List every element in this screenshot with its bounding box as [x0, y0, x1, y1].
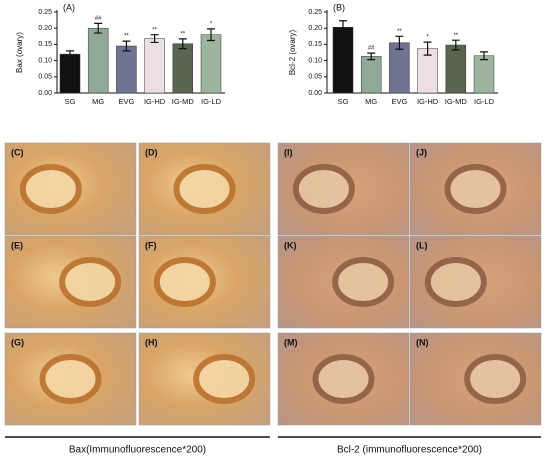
- bar: [473, 55, 495, 94]
- error-bar: [122, 40, 131, 52]
- panel-label: (N): [416, 337, 429, 347]
- x-tick-label: IG-HD: [417, 97, 439, 106]
- error-bar: [94, 22, 103, 34]
- panel-label: (D): [145, 147, 158, 157]
- follicle: [39, 354, 102, 404]
- follicle: [19, 164, 82, 214]
- error-bar: [480, 51, 488, 61]
- significance-mark: ##: [95, 16, 102, 22]
- y-tick-label: 0.10: [308, 57, 322, 64]
- bar: [116, 45, 137, 94]
- y-axis-label: Bcl-2 (ovary): [288, 29, 297, 75]
- y-tick-label: 0.20: [38, 25, 52, 32]
- panel-label: (G): [11, 337, 24, 347]
- significance-mark: **: [180, 31, 185, 37]
- panel-label: (M): [284, 337, 298, 347]
- y-tick-label: 0.00: [308, 90, 322, 97]
- x-tick-label: EVG: [118, 97, 134, 106]
- x-tick-label: SG: [338, 97, 349, 106]
- significance-mark: *: [210, 21, 213, 27]
- y-tick-label: 0.20: [308, 25, 322, 32]
- follicle: [424, 257, 487, 307]
- bar: [172, 43, 194, 94]
- y-tick-label: 0.10: [38, 57, 52, 64]
- bar: [360, 56, 382, 94]
- y-tick-label: 0.15: [38, 41, 52, 48]
- error-bar: [395, 35, 404, 50]
- significance-mark: *: [426, 35, 429, 41]
- y-tick-label: 0.15: [308, 41, 322, 48]
- follicle: [332, 257, 395, 307]
- error-bar: [423, 41, 432, 56]
- error-bar: [207, 28, 215, 42]
- y-tick-label: 0.00: [38, 90, 52, 97]
- panel-label: (F): [145, 240, 157, 250]
- panel-label: (J): [416, 147, 427, 157]
- error-bar: [66, 50, 74, 58]
- caption: Bcl-2 (immunofluorescence*200): [337, 445, 482, 456]
- y-axis-label: Bax (ovary): [15, 32, 24, 73]
- follicle: [292, 164, 355, 214]
- follicle: [153, 257, 216, 307]
- panel-label: (K): [284, 240, 297, 250]
- panel-label: (E): [11, 240, 23, 250]
- panel-label: (C): [11, 147, 24, 157]
- follicle: [193, 354, 256, 404]
- error-bar: [451, 39, 460, 51]
- bar: [332, 26, 354, 94]
- bar: [200, 34, 222, 94]
- bar: [87, 27, 109, 94]
- significance-mark: **: [397, 29, 402, 35]
- x-tick-label: SG: [65, 97, 76, 106]
- y-tick-label: 0.25: [38, 9, 52, 16]
- panel-label: (H): [145, 337, 158, 347]
- bar: [144, 38, 165, 94]
- panel-label: (B): [333, 2, 345, 12]
- x-tick-label: IG-HD: [144, 97, 166, 106]
- bar: [389, 42, 410, 94]
- y-tick-label: 0.05: [308, 74, 322, 81]
- x-tick-label: IG-LD: [201, 97, 222, 106]
- follicle: [312, 354, 375, 404]
- x-tick-label: IG-LD: [474, 97, 495, 106]
- x-tick-label: MG: [365, 97, 377, 106]
- follicle: [444, 164, 507, 214]
- bar: [445, 44, 467, 94]
- significance-mark: **: [124, 34, 129, 40]
- panel-label: (I): [284, 147, 293, 157]
- follicle: [464, 354, 527, 404]
- follicle: [173, 164, 236, 214]
- error-bar: [150, 34, 159, 44]
- follicle: [59, 257, 122, 307]
- significance-mark: **: [152, 27, 157, 33]
- panel-label: (L): [416, 240, 428, 250]
- error-bar: [178, 38, 187, 50]
- x-tick-label: MG: [92, 97, 104, 106]
- significance-mark: **: [453, 33, 458, 39]
- significance-mark: ##: [368, 46, 375, 52]
- x-tick-label: EVG: [391, 97, 407, 106]
- error-bar: [339, 20, 347, 35]
- bar: [59, 53, 81, 94]
- y-tick-label: 0.25: [308, 9, 322, 16]
- panel-label: (A): [63, 2, 75, 12]
- x-tick-label: IG-MD: [172, 97, 195, 106]
- x-tick-label: IG-MD: [445, 97, 468, 106]
- error-bar: [367, 52, 376, 61]
- caption: Bax(Immunofluorescence*200): [69, 445, 206, 456]
- y-tick-label: 0.05: [38, 74, 52, 81]
